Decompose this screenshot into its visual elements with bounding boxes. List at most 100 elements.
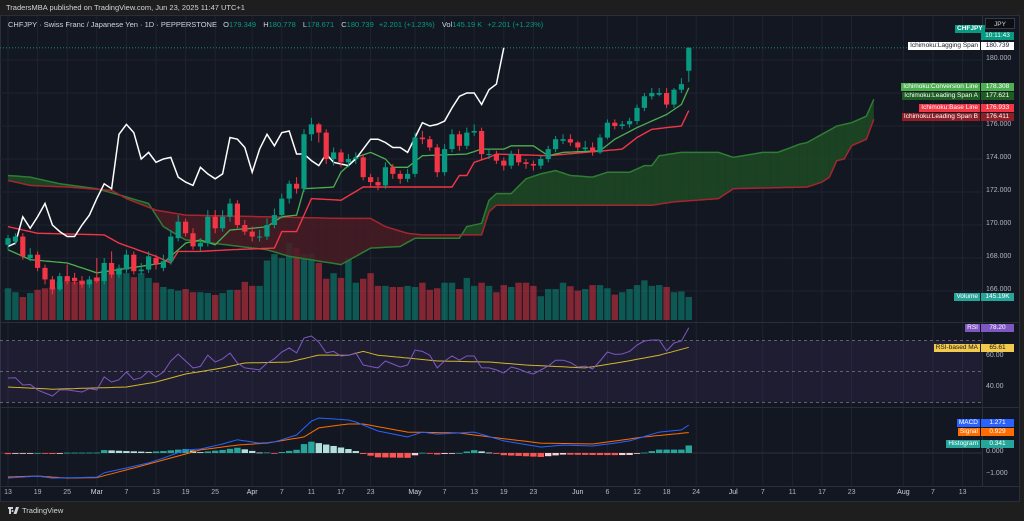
histogram-bar (323, 444, 330, 453)
cloud-segment-bullish (555, 170, 563, 206)
volume-bar (530, 285, 537, 320)
cloud-segment-bearish (422, 234, 430, 239)
cloud-segment-bullish (688, 152, 697, 201)
volume-bar (189, 292, 197, 320)
cloud-segment-bullish (770, 152, 778, 188)
high-label: H (263, 20, 269, 29)
volume-bar (397, 286, 404, 320)
histogram-bar (249, 450, 256, 453)
candle (604, 119, 610, 140)
signal-name: Signal (957, 428, 980, 436)
candle (360, 154, 366, 181)
volume-bar (19, 296, 26, 320)
symbol-title[interactable]: CHFJPY · Swiss Franc / Japanese Yen · 1D… (8, 20, 217, 29)
cloud-segment-bullish (651, 155, 660, 206)
candle-body (686, 47, 692, 71)
macd-tick: −1.000 (986, 470, 1008, 477)
histogram-bar (360, 453, 367, 455)
cloud-segment-bullish (733, 156, 741, 189)
candle (72, 272, 78, 285)
cloud-segment-bearish (341, 218, 349, 265)
candle (375, 177, 381, 191)
histogram-bar (352, 451, 359, 453)
histogram-bar (278, 452, 285, 453)
candle (101, 258, 107, 285)
candle-body (20, 236, 26, 257)
volume-bar (337, 277, 345, 320)
cloud-segment-bearish (437, 234, 445, 239)
candle-body (464, 132, 470, 146)
tradingview-logo: TradingView (8, 506, 63, 515)
candle-body (530, 163, 536, 166)
candle-body (234, 203, 240, 225)
time-tick-label: 13 (152, 489, 160, 496)
candle-body (116, 269, 122, 275)
leading-span-a-name: Ichimoku:Leading Span A (902, 92, 980, 100)
candle-body (486, 154, 492, 156)
candle-body (294, 183, 300, 189)
volume-bar (352, 282, 359, 320)
candle (567, 134, 573, 146)
candle-body (560, 139, 566, 141)
cloud-segment-bearish (244, 216, 253, 248)
histogram-bar (537, 453, 544, 457)
histogram-bar (197, 452, 204, 453)
histogram-bar (12, 453, 19, 454)
rsi-ma-name: RSI-based MA (933, 344, 980, 352)
candle-body (271, 215, 277, 225)
time-tick-label: 23 (847, 489, 856, 496)
symbol-tag: CHFJPY (955, 25, 985, 33)
volume-bar (4, 288, 12, 320)
cloud-segment-bearish (370, 218, 378, 249)
time-tick-label: 25 (211, 489, 220, 496)
histogram-bar (493, 453, 500, 454)
candle-body (538, 159, 544, 166)
candle (575, 140, 581, 151)
close-label: C (341, 20, 347, 29)
volume-bar (685, 296, 692, 320)
volume-bar (300, 254, 308, 320)
open-label: O (223, 20, 229, 29)
volume-bar (456, 289, 463, 320)
candle (94, 258, 100, 283)
histogram-bar (670, 449, 678, 453)
cloud-segment-bullish (836, 124, 845, 161)
histogram-bar (337, 447, 345, 453)
cloud-segment-bullish (592, 174, 600, 206)
histogram-bar (226, 448, 234, 453)
candle (212, 210, 218, 234)
candle-body (79, 281, 85, 285)
volume-bar (648, 285, 655, 320)
time-tick-label: 11 (788, 489, 797, 496)
volume-bar (41, 288, 49, 320)
base-line-name: Ichimoku:Base Line (919, 104, 980, 112)
histogram-bar (34, 453, 41, 454)
candle (664, 88, 670, 108)
candle (205, 210, 211, 247)
volume-bar (367, 273, 374, 320)
histogram-bar (522, 453, 530, 457)
cloud-segment-bullish (814, 134, 822, 185)
rsi-line (7, 327, 690, 397)
volume-bar (219, 293, 226, 320)
histogram-bar (389, 453, 396, 458)
leading-span-b-name: Ichimoku:Leading Span B (901, 113, 980, 121)
currency-button[interactable]: JPY (985, 18, 1015, 29)
candle (538, 155, 544, 169)
candle-body (390, 167, 396, 174)
volume-bar (263, 260, 271, 320)
candle (49, 276, 55, 295)
histogram-bar (4, 453, 12, 455)
volume-bar (330, 273, 337, 320)
candle (168, 229, 174, 265)
time-tick-label: 7 (279, 489, 284, 496)
candle-body (553, 139, 559, 150)
histogram-bar (64, 452, 71, 454)
rsi-tick: 60.00 (986, 352, 1004, 359)
volume-bar (249, 285, 256, 320)
candle (390, 163, 396, 179)
volume-bar (71, 281, 78, 320)
volume-value: 145.19 K (452, 20, 483, 29)
histogram-bar (471, 450, 478, 453)
